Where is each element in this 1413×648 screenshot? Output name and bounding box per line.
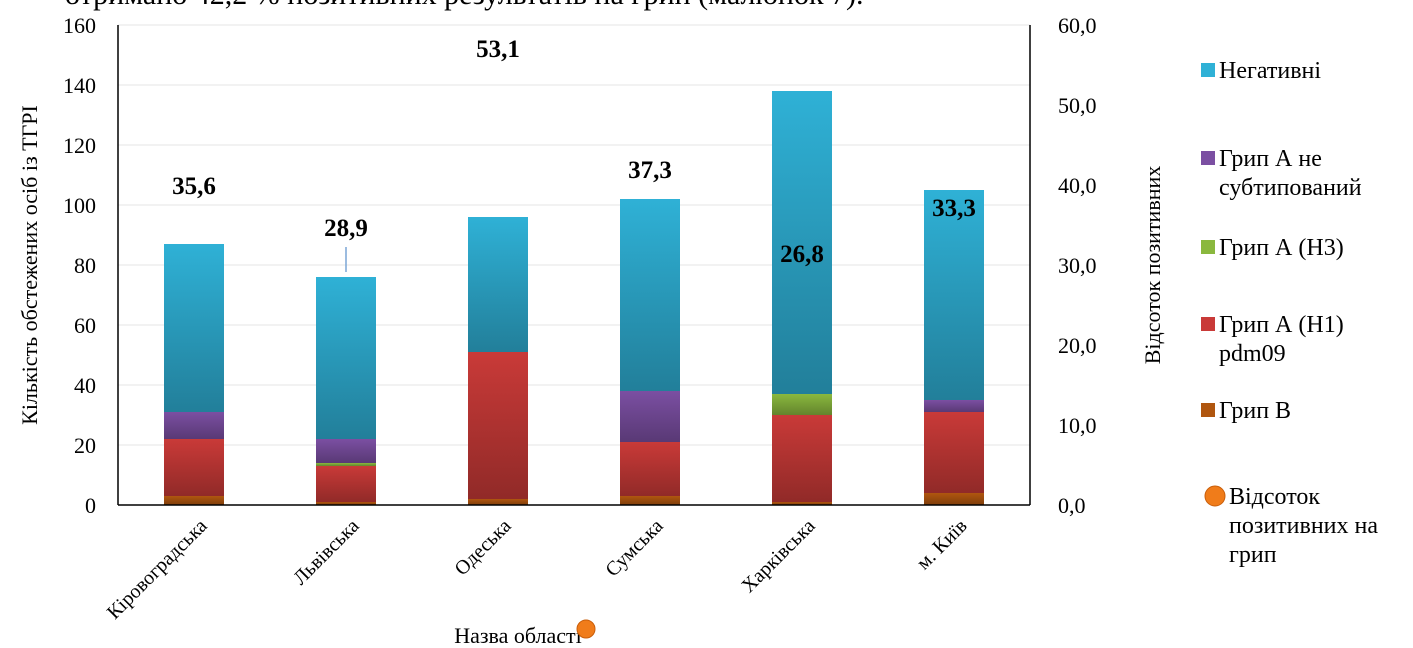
y2-tick-label: 0,0 (1058, 493, 1086, 518)
y-tick-label: 160 (63, 13, 96, 38)
y-tick-label: 60 (74, 313, 96, 338)
data-label: 53,1 (476, 36, 520, 63)
x-tick-label: Львівська (289, 515, 364, 590)
bar-segment (316, 466, 376, 502)
bar-segment (164, 496, 224, 505)
legend-swatch (1201, 317, 1215, 331)
bar-segment (772, 415, 832, 502)
bar-segment (164, 244, 224, 412)
y2-tick-label: 10,0 (1058, 413, 1097, 438)
data-label: 37,3 (628, 157, 672, 184)
x-tick-label: Одеська (450, 515, 515, 580)
data-label: 28,9 (324, 215, 368, 242)
y-tick-label: 100 (63, 193, 96, 218)
y2-tick-label: 40,0 (1058, 173, 1097, 198)
legend-item: Грип В (1201, 398, 1291, 424)
bar-segment (468, 499, 528, 505)
legend-item: Грип А (Н1) pdm09 (1201, 312, 1344, 367)
legend-swatch (1201, 403, 1215, 417)
bar-segment (924, 412, 984, 493)
bar-segment (772, 502, 832, 505)
bar-segment (620, 199, 680, 391)
bar-segment (620, 442, 680, 496)
y-axis-title: Кількість обстежених осіб із ТГРІ (17, 105, 42, 425)
y2-tick-label: 50,0 (1058, 93, 1097, 118)
bar-segment (468, 352, 528, 499)
y2-tick-label: 60,0 (1058, 13, 1097, 38)
x-tick-label: м. Київ (912, 515, 971, 574)
y-tick-label: 40 (74, 373, 96, 398)
legend-marker-circle (1204, 485, 1226, 507)
bar-segment (316, 277, 376, 439)
legend-item: Грип А (Н3) (1201, 235, 1344, 261)
bar-segment (164, 412, 224, 439)
y-tick-label: 120 (63, 133, 96, 158)
y2-tick-label: 30,0 (1058, 253, 1097, 278)
legend-label: Негативні (1219, 58, 1321, 84)
bar-segment (316, 463, 376, 466)
x-axis-title: Назва області (454, 623, 582, 648)
caption-fragment: отримано 42,2 % позитивних результатів н… (65, 0, 864, 12)
legend-label: Грип А (Н3) (1219, 235, 1344, 261)
legend-label: Грип В (1219, 398, 1291, 424)
marker-point (576, 619, 596, 639)
bar-segment (620, 391, 680, 442)
y-tick-label: 140 (63, 73, 96, 98)
legend-item: Негативні (1201, 58, 1321, 84)
bar-segment (620, 496, 680, 505)
bar-segment (772, 91, 832, 394)
x-tick-label: Харківська (737, 515, 819, 597)
y-tick-label: 80 (74, 253, 96, 278)
y-tick-label: 20 (74, 433, 96, 458)
x-tick-label: Сумська (601, 515, 667, 581)
data-label: 35,6 (172, 173, 216, 200)
bar-segment (924, 400, 984, 412)
bar-segment (924, 493, 984, 505)
legend-label: Грип А (Н1) pdm09 (1219, 312, 1344, 367)
legend-label: Грип А не субтипований (1219, 146, 1362, 201)
data-label: 26,8 (780, 241, 824, 268)
bar-segment (468, 217, 528, 352)
bar-segment (316, 439, 376, 463)
x-tick-label: Кіровоградська (103, 515, 212, 624)
legend-swatch (1201, 63, 1215, 77)
y2-axis-title: Відсоток позитивних (1140, 166, 1165, 365)
legend-label: Відсоток позитивних на грип (1229, 484, 1378, 568)
bar-segment (924, 190, 984, 400)
data-label: 33,3 (932, 195, 976, 222)
bar-segment (316, 502, 376, 505)
bar-segment (164, 439, 224, 496)
legend-item: Грип А не субтипований (1201, 146, 1362, 201)
legend-swatch (1201, 240, 1215, 254)
legend-swatch (1201, 151, 1215, 165)
legend-item: Відсоток позитивних на грип (1204, 484, 1378, 568)
y2-tick-label: 20,0 (1058, 333, 1097, 358)
y-tick-label: 0 (85, 493, 96, 518)
bar-segment (772, 394, 832, 415)
